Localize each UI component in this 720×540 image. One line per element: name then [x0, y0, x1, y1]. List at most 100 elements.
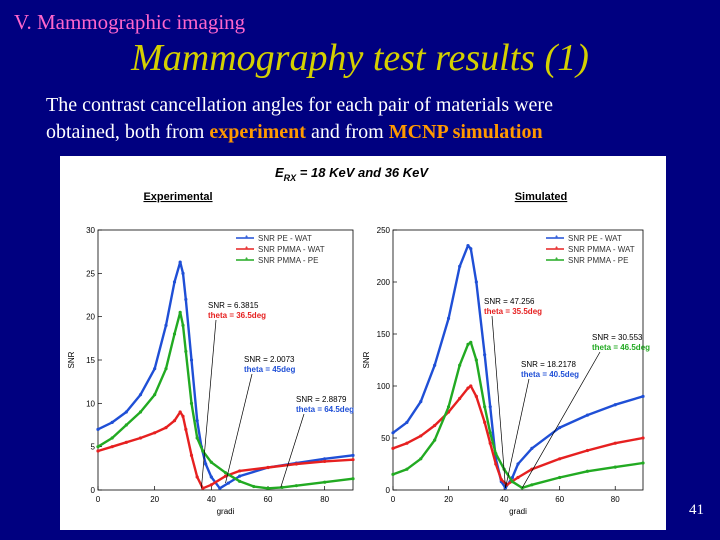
series-point	[226, 481, 230, 485]
series-point	[488, 431, 492, 435]
y-tick-label: 10	[86, 399, 95, 408]
series-point	[178, 310, 182, 314]
y-tick-label: 20	[86, 313, 95, 322]
series-point	[458, 363, 462, 367]
series-point	[178, 260, 182, 264]
series-point	[184, 297, 188, 301]
series-point	[585, 413, 590, 417]
y-tick-label: 0	[386, 486, 391, 495]
series-point	[238, 479, 242, 483]
x-tick-label: 20	[150, 495, 159, 504]
series-point	[195, 475, 199, 479]
series-point	[466, 342, 470, 346]
series-point	[351, 477, 355, 481]
chart-title: Experimental	[143, 191, 212, 203]
series-point	[164, 323, 168, 327]
series-point	[419, 457, 423, 461]
series-point	[458, 396, 462, 401]
series-point	[391, 446, 395, 450]
series-point	[558, 475, 562, 480]
x-tick-label: 80	[320, 495, 329, 504]
y-tick-label: 50	[381, 434, 390, 443]
plot-area	[97, 229, 354, 491]
series-line	[97, 410, 354, 490]
legend-marker: *	[555, 256, 558, 265]
annotation-theta: theta = 46.5deg	[592, 343, 650, 352]
series-point	[110, 420, 114, 424]
series-point	[469, 384, 473, 388]
energy-symbol: E	[275, 165, 284, 180]
series-point	[218, 486, 222, 490]
x-tick-label: 60	[555, 495, 564, 504]
x-tick-label: 0	[96, 495, 101, 504]
annotation-snr: SNR = 2.0073	[244, 355, 295, 364]
series-point	[164, 426, 168, 430]
series-point	[223, 471, 228, 475]
series-point	[613, 403, 617, 407]
section-heading: V. Mammographic imaging	[14, 10, 246, 34]
series-point	[204, 462, 208, 466]
annotation-pointer	[225, 373, 253, 484]
energy-heading: ERX = 18 KeV and 36 KeV	[275, 165, 429, 183]
series-point	[153, 431, 157, 435]
slide-title: Mammography test results (1)	[131, 37, 589, 79]
series-point	[223, 474, 228, 478]
series-point	[558, 457, 562, 461]
series-point	[351, 458, 355, 462]
series-point	[474, 394, 478, 398]
series-point	[294, 462, 298, 466]
series-line	[392, 384, 644, 486]
series-point	[184, 427, 188, 431]
series-point	[469, 340, 473, 344]
x-tick-label: 40	[500, 495, 509, 504]
figure-svg: ERX = 18 KeV and 36 KeV Experimental 0 20 4…	[67, 165, 650, 516]
series-point	[252, 484, 256, 489]
body-line-1: The contrast cancellation angles for eac…	[46, 94, 553, 116]
y-tick-label: 5	[91, 443, 96, 452]
annotation-theta: theta = 45deg	[244, 365, 295, 374]
highlight-experiment: experiment	[209, 121, 306, 143]
x-tick-label: 60	[264, 495, 273, 504]
energy-subscript: RX	[284, 173, 297, 183]
y-axis-label: SNR	[67, 351, 76, 368]
x-tick-label: 0	[391, 495, 396, 504]
legend-label: SNR PMMA - WAT	[258, 245, 325, 254]
x-tick-label: 40	[207, 495, 216, 504]
body-line-2-pre: obtained, both from	[46, 121, 210, 143]
y-tick-label: 150	[377, 330, 391, 339]
x-axis-label: gradi	[509, 507, 527, 516]
series-point	[641, 461, 645, 465]
series-point	[520, 486, 524, 490]
series-point	[189, 453, 194, 457]
annotation-snr: SNR = 18.2178	[521, 360, 576, 369]
series-point	[419, 400, 423, 404]
series-line	[392, 341, 644, 490]
series-point	[391, 431, 395, 435]
series-point	[488, 441, 492, 445]
series-point	[124, 410, 128, 414]
series-point	[433, 423, 437, 428]
energy-value: = 18 KeV and 36 KeV	[296, 165, 429, 180]
legend-marker: *	[245, 245, 248, 254]
series-point	[195, 419, 199, 423]
x-tick-label: 20	[444, 495, 453, 504]
y-tick-label: 30	[86, 226, 95, 235]
legend-marker: *	[555, 234, 558, 243]
series-point	[181, 323, 185, 327]
highlight-mcnp: MCNP simulation	[388, 121, 543, 143]
y-axis-label: SNR	[362, 351, 371, 368]
series-point	[153, 393, 157, 397]
y-tick-label: 250	[377, 226, 391, 235]
series-point	[510, 480, 515, 484]
plot-area	[392, 229, 644, 491]
series-point	[172, 419, 177, 423]
chart-title: Simulated	[515, 191, 568, 203]
legend-label: SNR PE - WAT	[568, 234, 622, 243]
annotation-theta: theta = 64.5deg	[296, 405, 354, 414]
annotation-snr: SNR = 6.3815	[208, 301, 259, 310]
series-line	[97, 311, 354, 490]
series-point	[181, 414, 185, 418]
annotation-snr: SNR = 30.553	[592, 333, 643, 342]
series-point	[195, 436, 199, 440]
series-point	[209, 475, 213, 479]
